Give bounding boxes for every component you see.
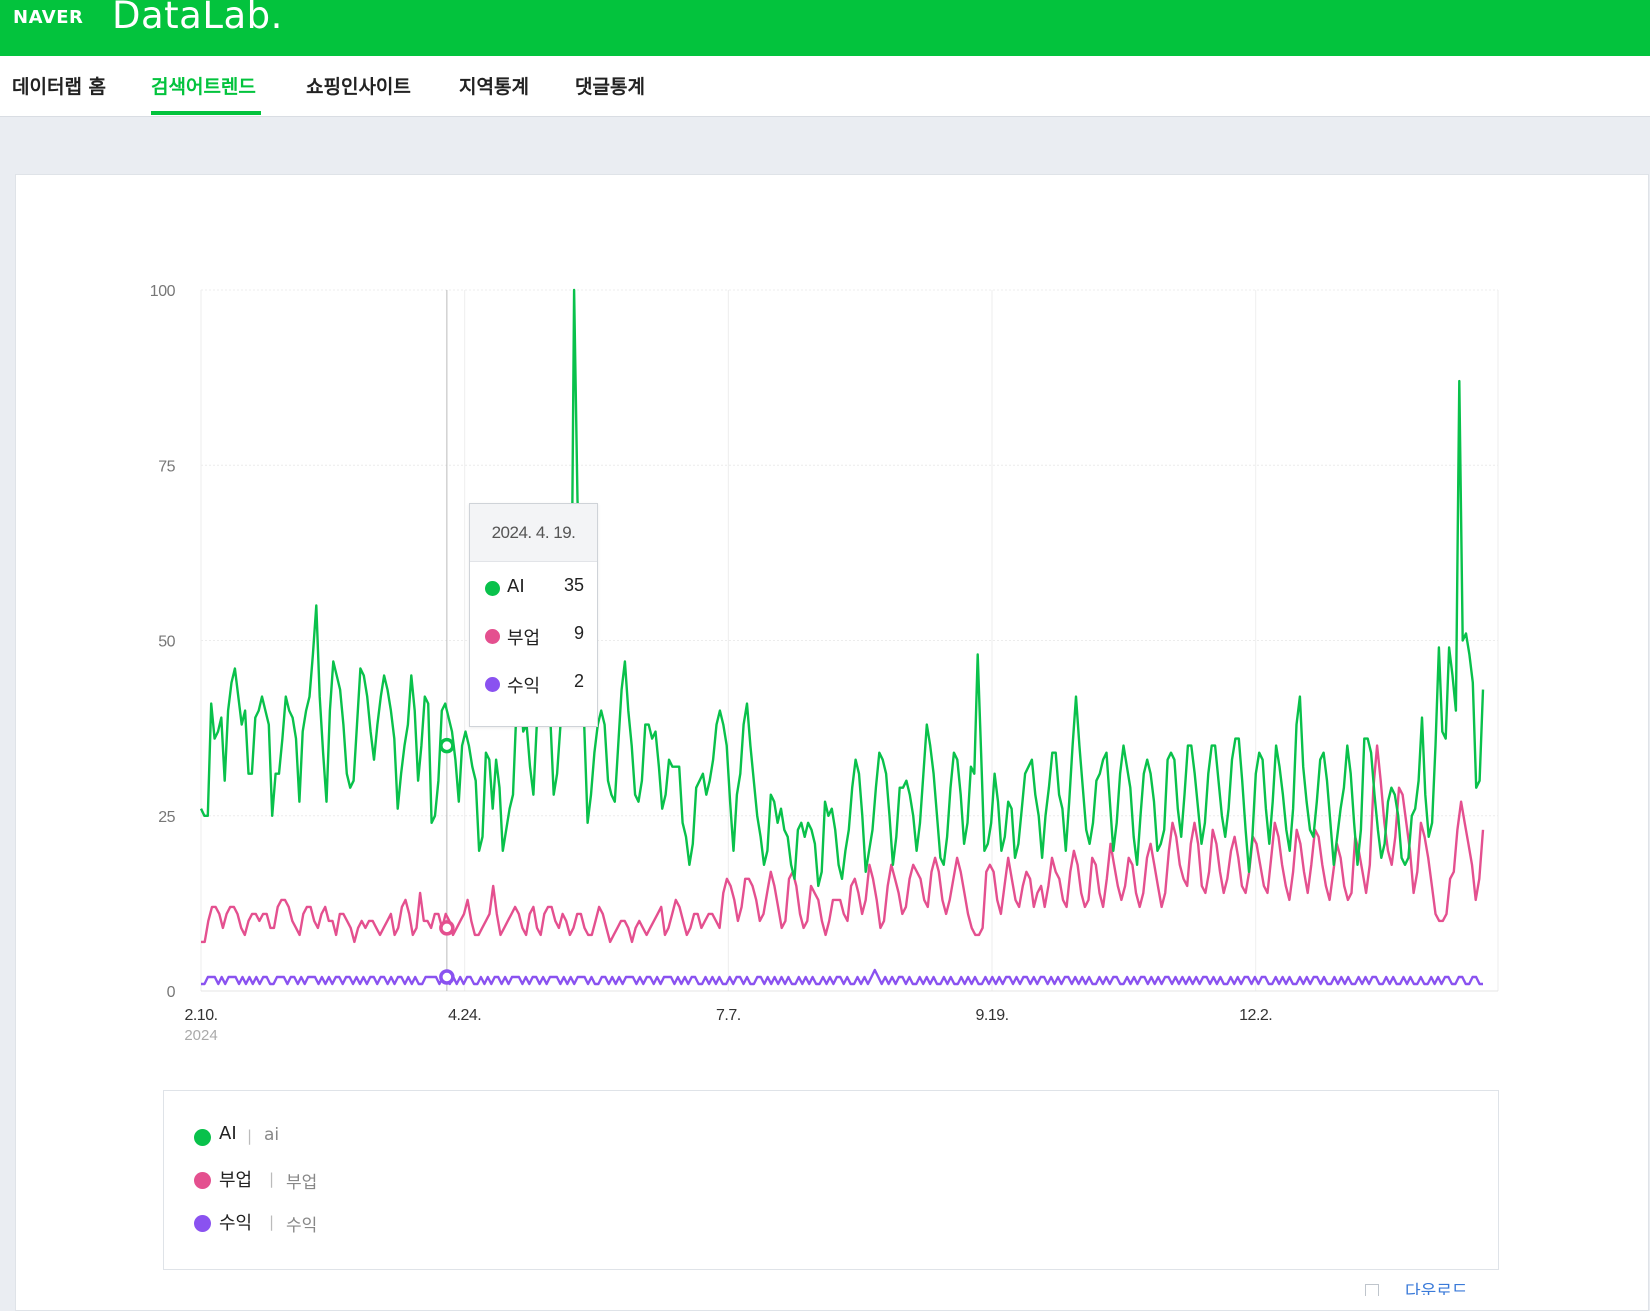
tooltip-series-name: AI — [507, 576, 525, 597]
y-tick-label: 25 — [158, 809, 175, 826]
y-tick-label: 75 — [158, 458, 175, 475]
legend-separator: | — [269, 1170, 275, 1188]
tooltip-row-ai: AI 35 — [470, 564, 597, 612]
hover-marker-ai — [439, 737, 455, 754]
income-dot-icon — [194, 1215, 211, 1232]
legend-keywords: ai — [264, 1125, 280, 1145]
legend-series-name: 수익 — [219, 1213, 253, 1234]
main-nav: 데이터랩 홈 검색어트렌드 쇼핑인사이트 지역통계 댓글통계 — [0, 56, 1650, 117]
nav-item-regional-stats[interactable]: 지역통계 — [459, 76, 529, 98]
side-job-dot-icon — [194, 1172, 211, 1189]
download-link[interactable]: 다운로드 — [1405, 1282, 1468, 1295]
tooltip-date: 2024. 4. 19. — [470, 504, 597, 562]
hover-marker-income — [439, 969, 455, 985]
chart-tooltip: 2024. 4. 19. AI 35 부업 9 수익 2 — [469, 503, 598, 727]
x-tick-label: 9.19. — [975, 1007, 1008, 1024]
tooltip-series-value: 2 — [573, 671, 584, 691]
x-tick-label: 4.24. — [448, 1007, 481, 1024]
download-icon[interactable] — [1365, 1284, 1379, 1296]
x-tick-label: 7.7. — [716, 1007, 741, 1024]
legend-series-name: 부업 — [219, 1170, 253, 1191]
x-tick-label: 12.2. — [1239, 1007, 1272, 1024]
chart-legend: AI | ai 부업 | 부업 수익 | 수익 — [163, 1090, 1499, 1270]
datalab-logo[interactable]: DataLab. — [112, 0, 283, 37]
y-tick-label: 100 — [150, 283, 176, 300]
tooltip-series-value: 9 — [573, 623, 584, 643]
ai-dot-icon — [485, 581, 500, 596]
top-header: NAVER DataLab. — [0, 0, 1650, 56]
y-tick-label: 50 — [158, 634, 175, 651]
legend-keywords: 부업 — [286, 1173, 318, 1193]
nav-item-comment-stats[interactable]: 댓글통계 — [575, 76, 645, 98]
series-line-income — [201, 968, 1483, 986]
legend-separator: | — [269, 1213, 275, 1231]
tooltip-row-side-job: 부업 9 — [470, 612, 597, 660]
nav-item-search-trend[interactable]: 검색어트렌드 — [151, 76, 256, 98]
naver-logo[interactable]: NAVER — [13, 7, 84, 28]
ai-dot-icon — [194, 1129, 211, 1146]
nav-item-datalab-home[interactable]: 데이터랩 홈 — [12, 76, 107, 98]
legend-separator: | — [247, 1127, 253, 1145]
tooltip-series-value: 35 — [563, 575, 584, 595]
active-tab-underline — [151, 111, 261, 115]
x-tick-year-label: 2024 — [184, 1027, 217, 1044]
series-line-ai — [199, 288, 1485, 888]
hover-marker-side-job — [439, 920, 455, 936]
income-dot-icon — [485, 677, 500, 692]
tooltip-series-name: 수익 — [507, 676, 541, 697]
x-tick-label: 2.10. — [184, 1007, 217, 1024]
tooltip-series-name: 부업 — [507, 628, 541, 649]
series-line-side-job — [201, 744, 1485, 944]
y-tick-label: 0 — [167, 984, 176, 1001]
legend-series-name: AI — [219, 1123, 237, 1144]
tooltip-row-income: 수익 2 — [470, 660, 597, 708]
legend-keywords: 수익 — [286, 1216, 318, 1236]
side-job-dot-icon — [485, 629, 500, 644]
nav-item-shopping-insight[interactable]: 쇼핑인사이트 — [306, 76, 411, 98]
